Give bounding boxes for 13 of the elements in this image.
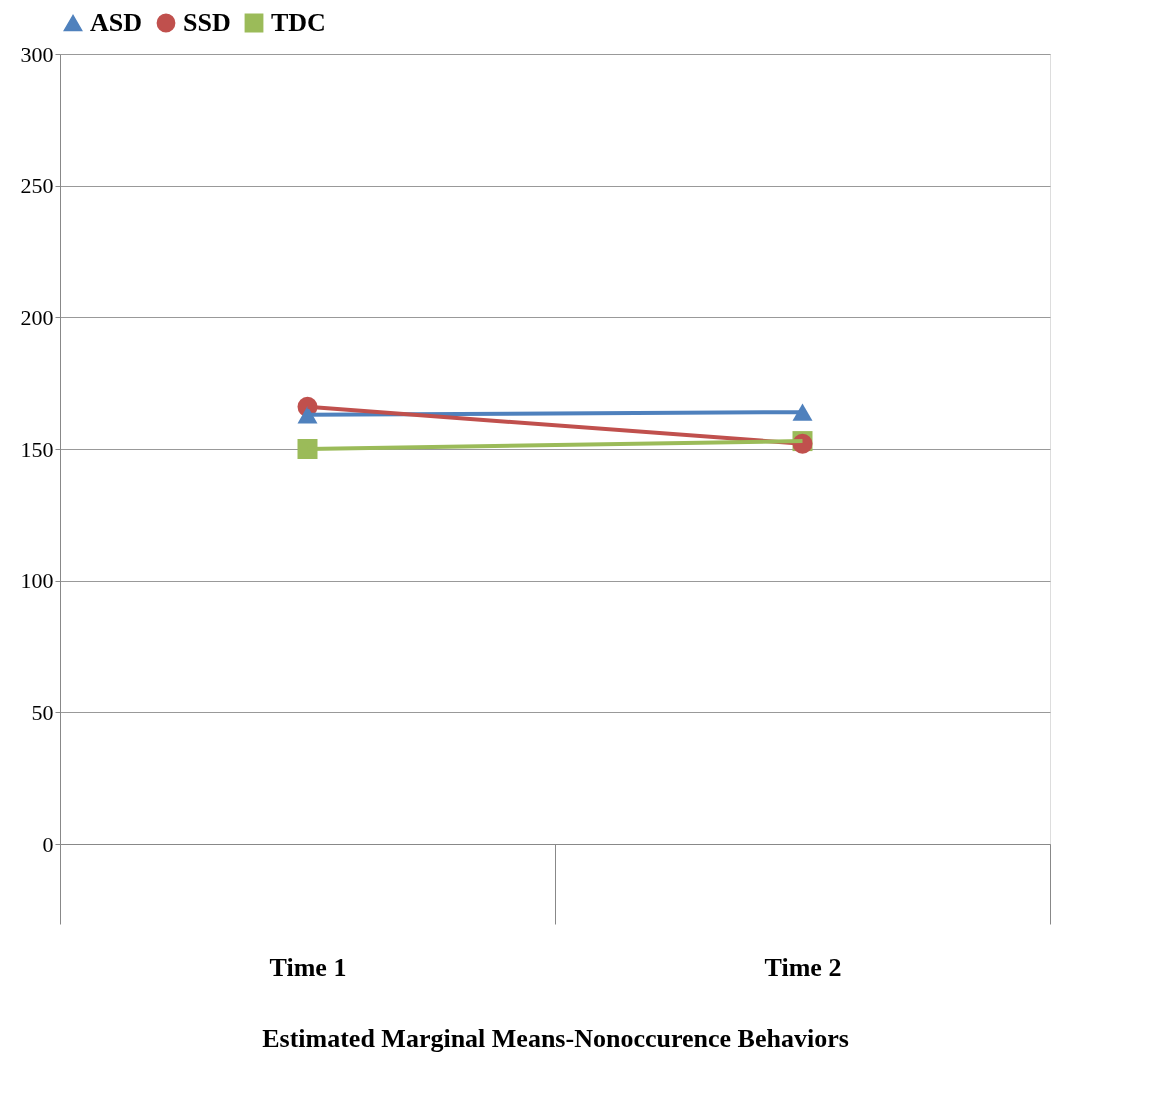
y-tick-label: 0: [42, 831, 54, 857]
y-tick-label: 300: [20, 41, 54, 67]
x-axis-title: Estimated Marginal Means-Nonoccurence Behaviors: [262, 1023, 849, 1053]
x-tick-label: Time 1: [269, 952, 347, 982]
y-tick-label: 100: [20, 568, 54, 594]
legend-label: SSD: [183, 8, 231, 37]
y-tick-label: 250: [20, 173, 54, 199]
y-tick-label: 50: [31, 699, 54, 725]
x-tick-label: Time 2: [764, 952, 842, 982]
y-tick-label: 150: [20, 436, 54, 462]
legend-label: TDC: [271, 8, 326, 37]
y-tick-label: 200: [20, 304, 54, 330]
legend-label: ASD: [90, 8, 143, 37]
